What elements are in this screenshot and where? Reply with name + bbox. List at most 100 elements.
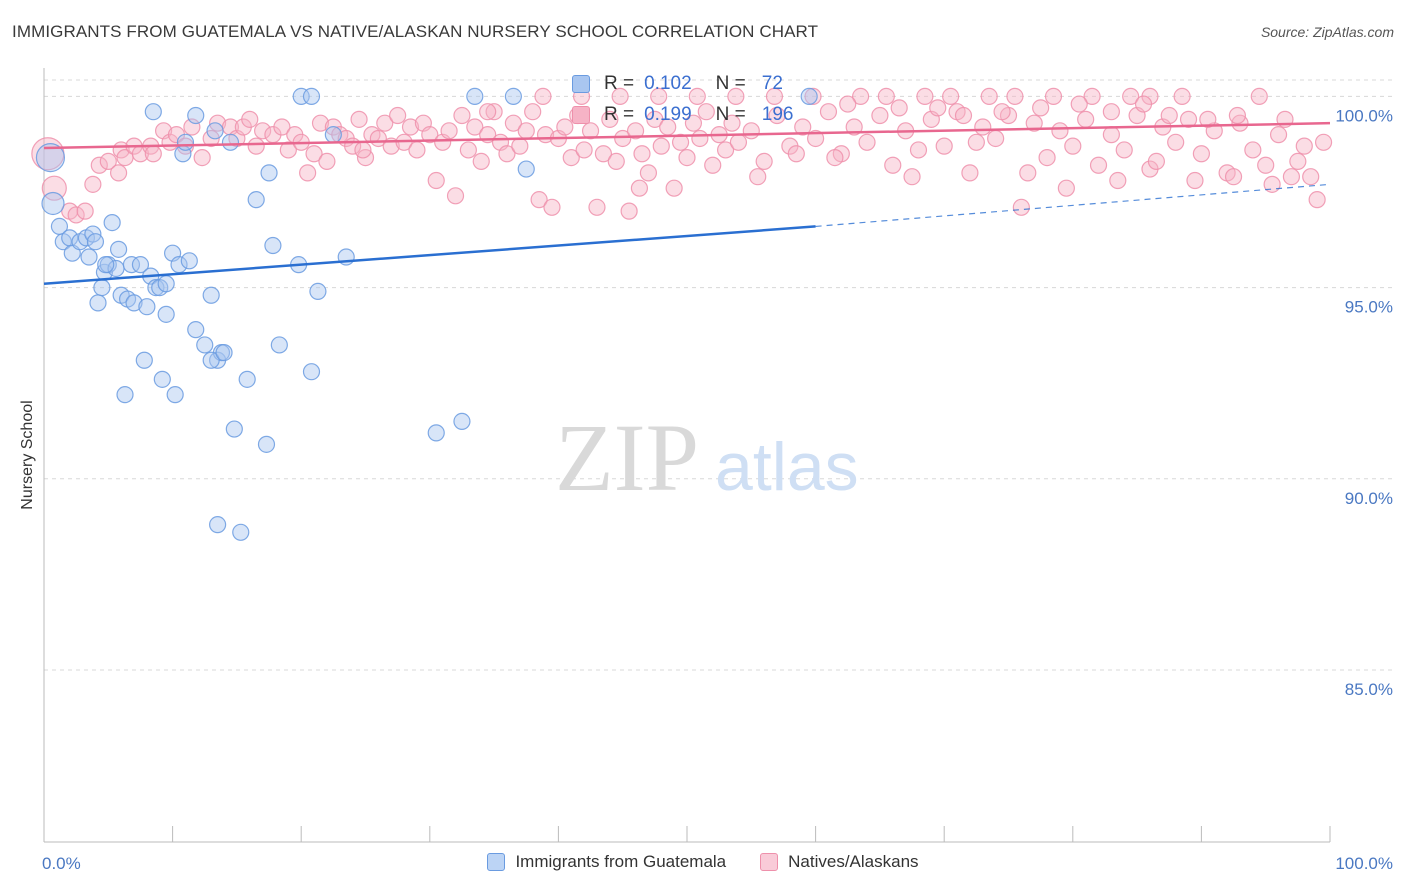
natives-point [1282, 168, 1301, 186]
y-tick-label: 100.0% [1335, 106, 1393, 125]
guatemala-point [144, 103, 162, 121]
natives-point [1167, 133, 1185, 151]
natives-point [839, 95, 857, 113]
natives-point [1070, 95, 1088, 113]
series-guatemala-points [35, 87, 818, 541]
guatemala-point [309, 282, 327, 301]
natives-point [511, 137, 529, 155]
natives-point [1109, 171, 1127, 190]
stats-n-value: 72 [761, 72, 783, 94]
natives-point [639, 164, 658, 182]
natives-point [1044, 87, 1063, 106]
natives-point [575, 141, 593, 159]
natives-point [1186, 171, 1204, 190]
natives-point [987, 129, 1005, 148]
natives-point [684, 114, 703, 132]
natives-point [607, 152, 625, 171]
natives-point [877, 87, 895, 106]
natives-point [109, 164, 128, 182]
natives-point [76, 202, 94, 220]
guatemala-point [225, 420, 243, 438]
natives-point [688, 87, 706, 106]
natives-point [1102, 103, 1120, 121]
natives-point [84, 175, 102, 193]
natives-trend-line [43, 121, 1331, 150]
natives-point [967, 133, 985, 151]
natives-point [1006, 87, 1024, 106]
natives-point [671, 133, 690, 151]
natives-point [534, 87, 552, 106]
guatemala-point [302, 87, 321, 106]
guatemala-point [109, 240, 128, 258]
natives-point [794, 118, 812, 136]
natives-point [727, 87, 745, 106]
natives-point [279, 141, 297, 159]
stats-row-natives: R = 0.199 N = 196 [572, 99, 820, 130]
natives-point [716, 141, 735, 159]
guatemala-point [89, 294, 107, 312]
guatemala-trend-extension [815, 183, 1331, 228]
natives-point [193, 148, 211, 167]
guatemala-point [131, 256, 150, 274]
natives-point [633, 145, 651, 163]
natives-point [1025, 114, 1043, 132]
stats-r-label: R = [604, 72, 635, 94]
natives-point [1244, 141, 1262, 159]
guatemala-point [157, 305, 175, 323]
natives-point [903, 168, 921, 186]
guatemala-point [232, 523, 250, 541]
natives-point [961, 164, 979, 182]
x-tick-label: 0.0% [42, 854, 81, 873]
guatemala-point [427, 424, 445, 442]
natives-point [787, 145, 805, 163]
natives-point [1199, 110, 1217, 128]
natives-point [1192, 145, 1211, 163]
y-tick-labels: 85.0% 90.0% 95.0% 100.0% [1335, 106, 1393, 699]
natives-point [697, 103, 715, 121]
legend-label-guatemala: Immigrants from Guatemala [515, 852, 727, 871]
natives-point [601, 110, 619, 128]
natives-point [768, 106, 786, 125]
natives-point [1257, 156, 1275, 174]
natives-point [890, 99, 908, 117]
natives-point [299, 164, 317, 182]
natives-point [806, 129, 825, 148]
natives-point [498, 145, 516, 163]
natives-point [1269, 126, 1288, 144]
legend-item-natives[interactable]: Natives/Alaskans [760, 852, 919, 872]
legend-label-natives: Natives/Alaskans [788, 852, 919, 871]
natives-point [543, 198, 561, 216]
stats-legend: R = 0.102 N = 72 R = 0.199 N = 196 [572, 68, 820, 130]
natives-point [1083, 87, 1101, 106]
natives-point [1228, 106, 1247, 125]
guatemala-point [116, 386, 134, 404]
natives-point [1089, 156, 1108, 174]
natives-point [954, 106, 973, 125]
stats-n-value: 196 [761, 103, 794, 125]
guatemala-point [187, 106, 205, 125]
guatemala-point [202, 286, 220, 304]
stats-n-label: N = [715, 103, 746, 125]
natives-point [909, 141, 928, 159]
natives-point [1314, 133, 1333, 151]
y-tick-label: 85.0% [1345, 680, 1393, 699]
natives-point [1308, 191, 1326, 209]
legend-item-guatemala[interactable]: Immigrants from Guatemala [487, 852, 726, 872]
natives-point [311, 114, 330, 132]
stats-row-guatemala: R = 0.102 N = 72 [572, 68, 820, 99]
natives-point [650, 87, 668, 106]
natives-point [1051, 122, 1069, 140]
natives-point [440, 122, 458, 140]
x-tick-label: 100.0% [1335, 854, 1393, 873]
natives-point [974, 118, 992, 136]
guatemala-point [86, 233, 105, 251]
stats-swatch-guatemala [572, 74, 590, 93]
watermark-atlas: atlas [715, 429, 859, 505]
guatemala-point [176, 133, 195, 151]
chart-legend: Immigrants from Guatemala Natives/Alaska… [0, 852, 1406, 872]
guatemala-point [209, 516, 227, 534]
guatemala-point [187, 321, 205, 339]
natives-point [935, 137, 953, 155]
natives-point [804, 87, 822, 106]
guatemala-point [80, 248, 98, 266]
